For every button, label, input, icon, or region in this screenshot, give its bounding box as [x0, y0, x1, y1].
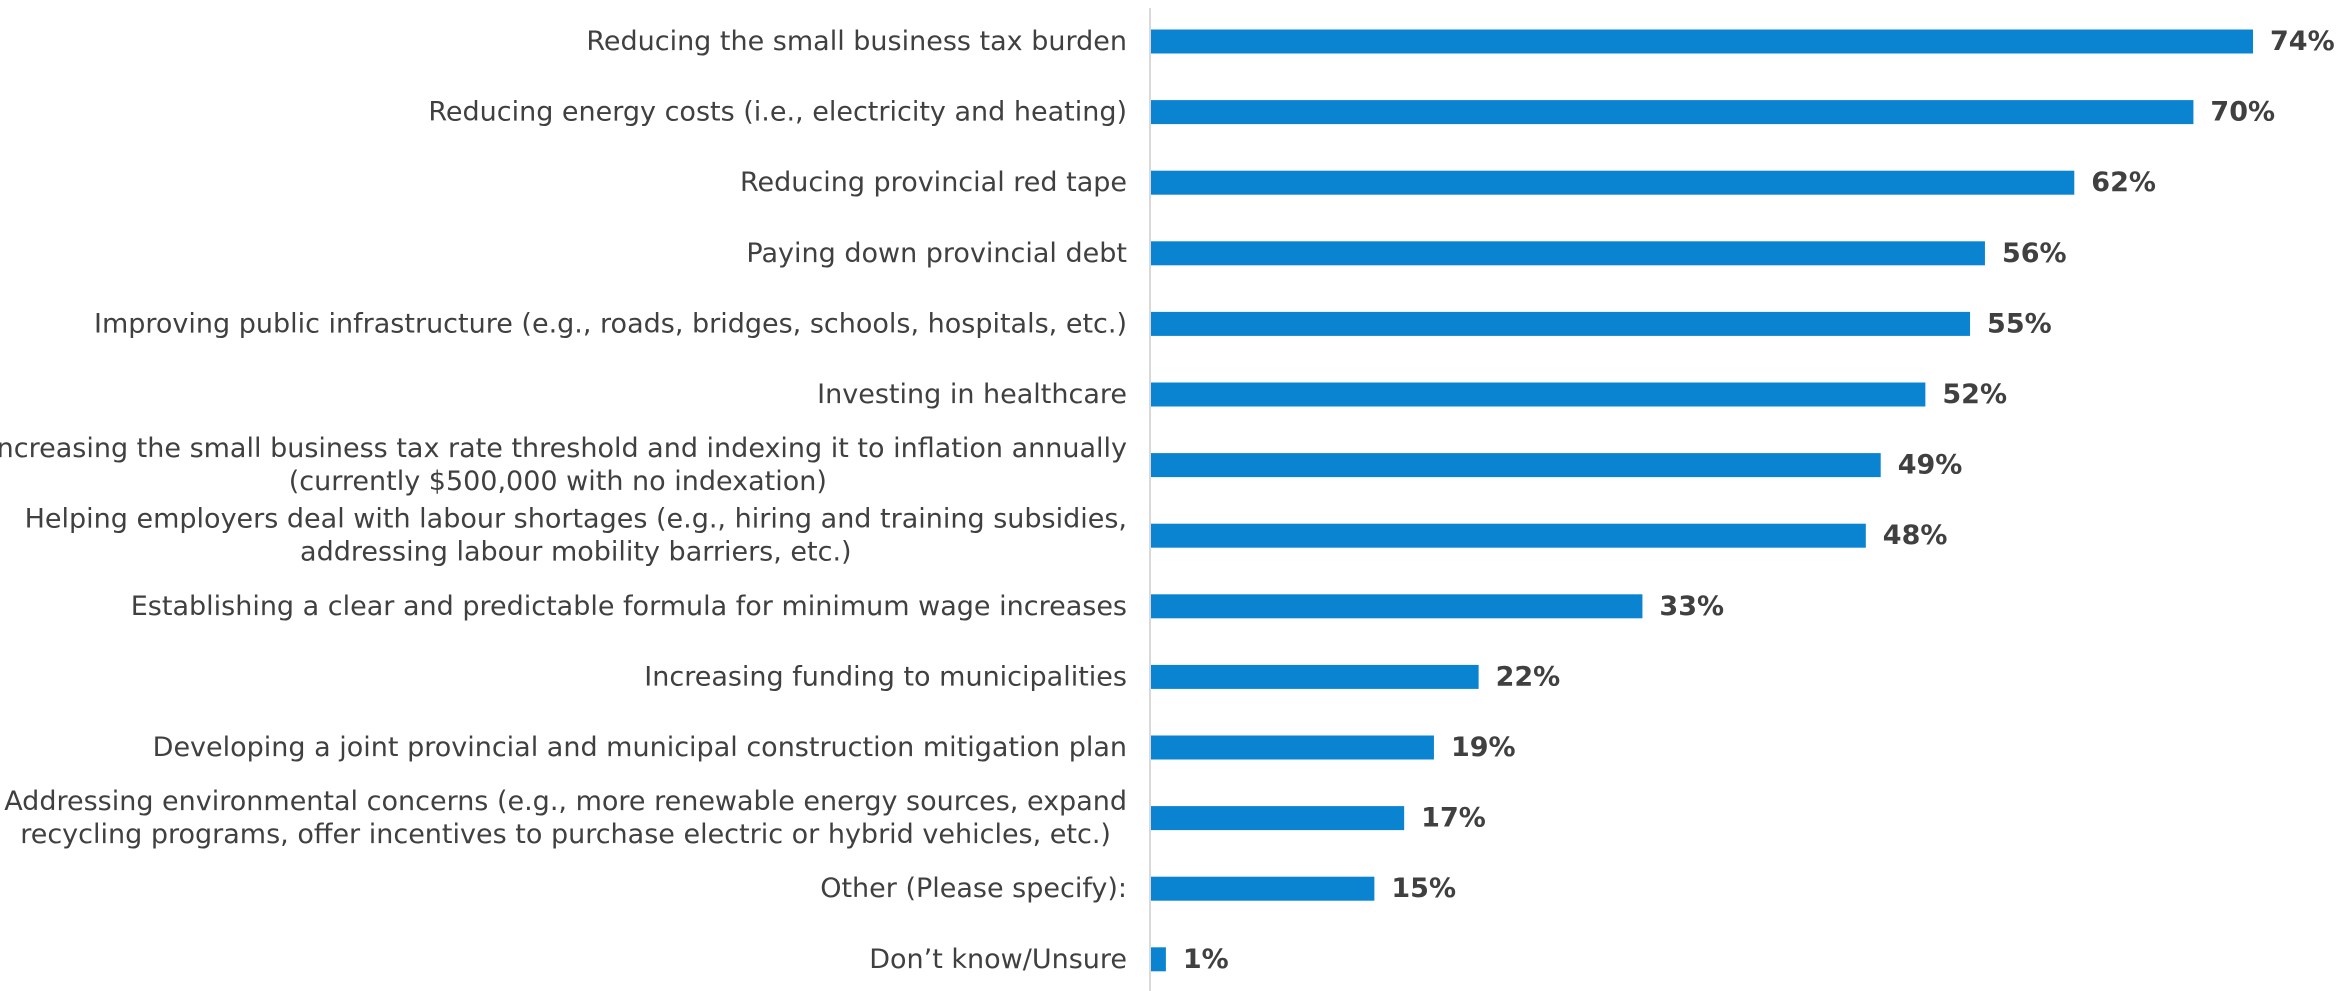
bar	[1151, 170, 2075, 195]
bar-value-label: 19%	[1451, 732, 1516, 763]
bar	[1151, 523, 1866, 548]
bar-value-label: 33%	[1659, 591, 1724, 622]
bar	[1151, 806, 1405, 831]
bar	[1151, 453, 1881, 478]
bars-group	[1151, 29, 2253, 972]
bar-value-label: 22%	[1496, 661, 1561, 692]
bar	[1151, 100, 2194, 125]
bar-value-label: 55%	[1987, 308, 2052, 339]
bar-value-label: 15%	[1391, 873, 1456, 904]
category-label: (currently $500,000 with no indexation)	[289, 466, 827, 497]
category-label: Improving public infrastructure (e.g., r…	[94, 308, 1127, 339]
bar	[1151, 241, 1985, 266]
category-label: Increasing the small business tax rate t…	[0, 433, 1127, 464]
bar-value-label: 62%	[2091, 167, 2156, 198]
bar-value-label: 70%	[2210, 97, 2275, 128]
bar	[1151, 311, 1971, 336]
bar	[1151, 594, 1643, 619]
bar	[1151, 876, 1375, 901]
category-label: Increasing funding to municipalities	[644, 661, 1127, 692]
bar-value-label: 56%	[2002, 238, 2067, 269]
category-label: Don’t know/Unsure	[869, 944, 1127, 975]
bar	[1151, 735, 1434, 760]
category-labels-group: Reducing the small business tax burden Re…	[0, 26, 1127, 975]
value-labels-group: 74% 70% 62% 56% 55% 52% 49% 48% 33% 22% 19% 17% 15% 1…	[1183, 26, 2335, 975]
category-label: Paying down provincial debt	[746, 238, 1127, 269]
category-label: Investing in healthcare	[817, 379, 1127, 410]
category-label: Reducing the small business tax burden	[586, 26, 1127, 57]
bar-value-label: 74%	[2270, 26, 2335, 57]
category-label: Establishing a clear and predictable for…	[131, 591, 1127, 622]
category-label: Reducing provincial red tape	[740, 167, 1127, 198]
category-label: Reducing energy costs (i.e., electricity…	[428, 97, 1127, 128]
bar-value-label: 49%	[1898, 450, 1963, 481]
category-label: Helping employers deal with labour short…	[25, 504, 1127, 535]
bar	[1151, 382, 1926, 407]
category-label: recycling programs, offer incentives to …	[20, 819, 1111, 850]
bar	[1151, 947, 1166, 972]
bar	[1151, 664, 1479, 689]
category-label: Addressing environmental concerns (e.g.,…	[4, 786, 1127, 817]
bar	[1151, 29, 2253, 54]
bar-value-label: 52%	[1942, 379, 2007, 410]
category-label: Developing a joint provincial and munici…	[153, 732, 1127, 763]
bar-value-label: 17%	[1421, 803, 1486, 834]
bar-value-label: 48%	[1883, 520, 1948, 551]
category-label: Other (Please specify):	[820, 873, 1127, 904]
bar-value-label: 1%	[1183, 944, 1229, 975]
category-label: addressing labour mobility barriers, etc…	[300, 537, 852, 568]
